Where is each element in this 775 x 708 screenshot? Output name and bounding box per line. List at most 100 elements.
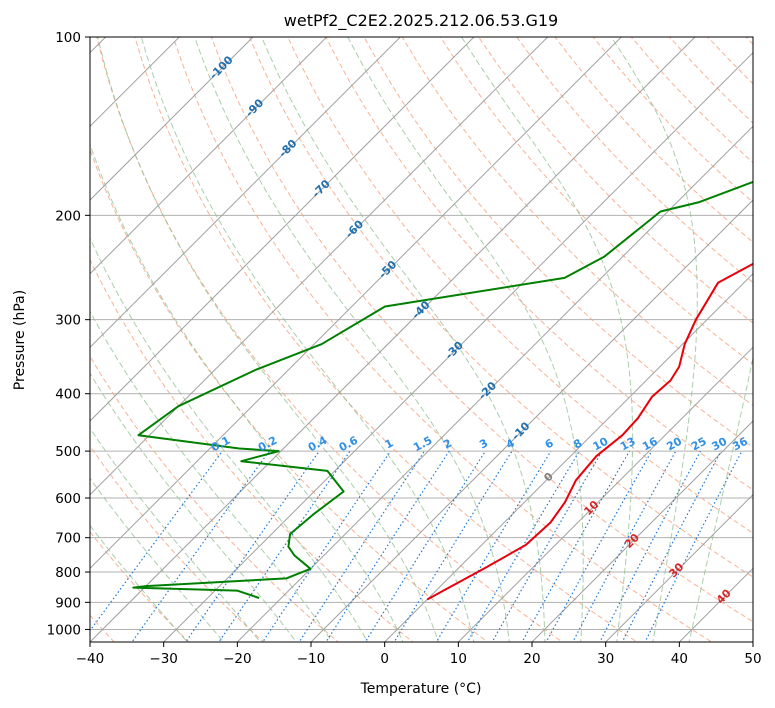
dry-adiabat bbox=[668, 37, 753, 124]
isotherm bbox=[752, 641, 753, 642]
isotherm bbox=[383, 272, 753, 642]
x-tick-label: 10 bbox=[450, 651, 467, 667]
mixing-ratio-line bbox=[545, 450, 653, 642]
isotherm bbox=[90, 37, 402, 349]
isotherm bbox=[604, 493, 753, 642]
x-tick-label: −30 bbox=[149, 651, 178, 667]
isotherm bbox=[310, 199, 753, 642]
dry-adiabat bbox=[745, 37, 753, 45]
mixing-ratio-line bbox=[131, 450, 270, 642]
moist-adiabat bbox=[90, 477, 225, 642]
mixing-ratio-label: 20 bbox=[664, 435, 684, 454]
moist-adiabat bbox=[688, 355, 753, 642]
moist-adiabat bbox=[97, 37, 439, 642]
mixing-ratio-line bbox=[572, 450, 677, 642]
dry-adiabat bbox=[478, 37, 753, 324]
mixing-ratio-line bbox=[491, 450, 603, 642]
dry-adiabat bbox=[90, 531, 190, 642]
isotherm-label: -60 bbox=[343, 217, 366, 240]
mixing-ratio-line bbox=[435, 450, 552, 642]
isotherm bbox=[90, 37, 328, 275]
moist-adiabat bbox=[347, 37, 584, 642]
dry-adiabat bbox=[287, 37, 753, 534]
mixing-ratio-label: 16 bbox=[640, 435, 660, 454]
x-tick-label: −40 bbox=[76, 651, 105, 667]
moist-adiabat bbox=[461, 37, 634, 642]
mixing-ratio-label: 2 bbox=[441, 436, 454, 451]
mixing-ratio-line bbox=[644, 450, 743, 642]
mixing-ratio-line bbox=[364, 450, 486, 642]
x-tick-label: 30 bbox=[597, 651, 614, 667]
y-tick-label: 100 bbox=[55, 30, 81, 46]
dry-adiabat bbox=[90, 445, 265, 642]
y-tick-label: 500 bbox=[55, 444, 81, 460]
dry-adiabat bbox=[134, 37, 638, 642]
moist-adiabat bbox=[90, 236, 369, 642]
x-tick-label: −10 bbox=[297, 651, 326, 667]
mixing-ratio-label: 25 bbox=[689, 435, 709, 454]
dry-adiabat bbox=[90, 148, 489, 642]
x-axis-label: Temperature (°C) bbox=[360, 681, 482, 697]
isotherm bbox=[90, 37, 549, 496]
x-tick-label: −20 bbox=[223, 651, 252, 667]
mixing-ratio-line bbox=[185, 450, 320, 642]
dry-adiabat bbox=[96, 37, 564, 642]
moist-adiabat bbox=[90, 142, 404, 642]
isotherm-label: -80 bbox=[276, 137, 299, 160]
isotherm bbox=[162, 51, 753, 642]
y-tick-label: 800 bbox=[55, 565, 81, 581]
mixing-ratio-line bbox=[298, 450, 425, 642]
y-tick-label: 300 bbox=[55, 313, 81, 329]
mixing-ratio-label: 3 bbox=[477, 436, 490, 451]
mixing-ratio-lines bbox=[90, 450, 743, 642]
dry-adiabat bbox=[758, 10, 775, 654]
dry-adiabat bbox=[172, 37, 713, 642]
isotherm bbox=[236, 125, 753, 642]
isotherm-label: -50 bbox=[376, 258, 399, 281]
moist-adiabat bbox=[194, 37, 510, 642]
isotherm bbox=[90, 37, 623, 570]
isotherm bbox=[90, 37, 696, 642]
dry-adiabat bbox=[248, 37, 753, 578]
mixing-ratio-line bbox=[393, 450, 513, 642]
x-tick-label: 0 bbox=[380, 651, 389, 667]
pressure-gridlines bbox=[90, 37, 753, 630]
sounding-series bbox=[132, 180, 753, 601]
mixing-ratio-line bbox=[218, 450, 351, 642]
dry-adiabat bbox=[707, 37, 753, 85]
isotherm-label: 10 bbox=[581, 498, 601, 518]
isotherm bbox=[90, 37, 254, 201]
x-tick-label: 40 bbox=[671, 651, 688, 667]
isotherm-label: -20 bbox=[476, 379, 499, 402]
mixing-ratio-label: 13 bbox=[618, 435, 638, 454]
moist-adiabat bbox=[610, 37, 698, 642]
y-axis-label: Pressure (hPa) bbox=[12, 290, 28, 390]
mixing-ratio-label: 36 bbox=[730, 435, 750, 454]
isotherm bbox=[90, 37, 181, 128]
dry-adiabat bbox=[592, 37, 753, 203]
y-tick-label: 600 bbox=[55, 491, 81, 507]
dry-adiabat bbox=[210, 37, 753, 623]
moist-adiabat bbox=[140, 37, 475, 642]
isotherm bbox=[0, 10, 59, 654]
dry-adiabat bbox=[90, 355, 339, 642]
isotherm-label: -70 bbox=[310, 177, 333, 200]
dry-adiabat bbox=[630, 37, 753, 164]
y-tick-label: 700 bbox=[55, 531, 81, 547]
plot-frame bbox=[89, 36, 754, 643]
mixing-ratio-label: 6 bbox=[543, 436, 556, 451]
isotherm bbox=[90, 37, 475, 422]
isotherm bbox=[531, 420, 753, 642]
mixing-ratio-line bbox=[466, 450, 580, 642]
mixing-ratio-line bbox=[90, 450, 223, 632]
isotherm-label: -30 bbox=[443, 339, 466, 362]
isotherm bbox=[678, 567, 753, 642]
dry-adiabats bbox=[90, 10, 775, 654]
temperature-profile bbox=[426, 262, 753, 601]
dry-adiabat bbox=[90, 258, 414, 642]
moist-adiabat bbox=[90, 372, 297, 642]
mixing-ratio-label: 10 bbox=[591, 435, 611, 454]
dewpoint-profile bbox=[132, 180, 753, 599]
isotherm-label: 20 bbox=[622, 531, 642, 551]
